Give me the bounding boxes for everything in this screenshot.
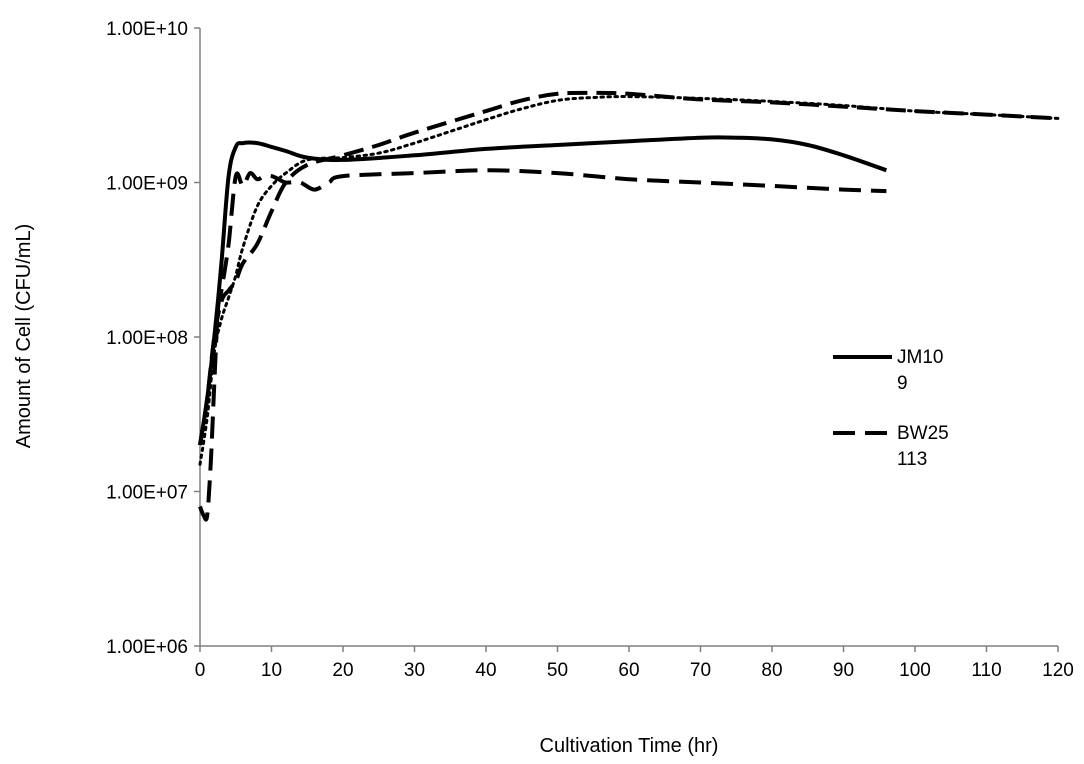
y-tick-label: 1.00E+08 — [106, 328, 188, 349]
x-axis-title: Cultivation Time (hr) — [540, 735, 719, 757]
legend-label: 113 — [897, 449, 927, 470]
series-group — [198, 90, 1060, 522]
x-tick-label: 120 — [1042, 660, 1074, 681]
x-tick-label: 10 — [261, 660, 282, 681]
x-tick-label: 60 — [618, 660, 639, 681]
x-tick-label: 90 — [833, 660, 854, 681]
y-tick-label: 1.00E+09 — [106, 174, 188, 195]
x-tick-label: 110 — [971, 660, 1001, 681]
x-tick-label: 80 — [761, 660, 782, 681]
series-line-2 — [198, 168, 887, 522]
y-tick-label: 1.00E+06 — [106, 637, 188, 658]
x-tick-label: 50 — [547, 660, 568, 681]
legend: JM10 9 BW25 113 — [833, 347, 949, 470]
legend-label: BW25 — [897, 423, 949, 444]
y-tick-label: 1.00E+10 — [106, 19, 188, 40]
axes: 1.00E+06 1.00E+07 1.00E+08 1.00E+09 1.00E+10… — [106, 19, 1074, 681]
legend-label: JM10 — [897, 347, 943, 368]
x-tick-label: 0 — [195, 660, 206, 681]
x-tick-label: 70 — [690, 660, 711, 681]
x-tick-label: 20 — [332, 660, 353, 681]
x-tick-label: 30 — [404, 660, 425, 681]
y-tick-label: 1.00E+07 — [106, 483, 188, 504]
y-axis-title: Amount of Cell (CFU/mL) — [13, 224, 35, 449]
x-tick-label: 40 — [475, 660, 496, 681]
legend-label: 9 — [897, 373, 908, 394]
series-line-3 — [198, 90, 1059, 446]
series-line-4 — [198, 95, 1060, 466]
x-tick-label: 100 — [899, 660, 931, 681]
